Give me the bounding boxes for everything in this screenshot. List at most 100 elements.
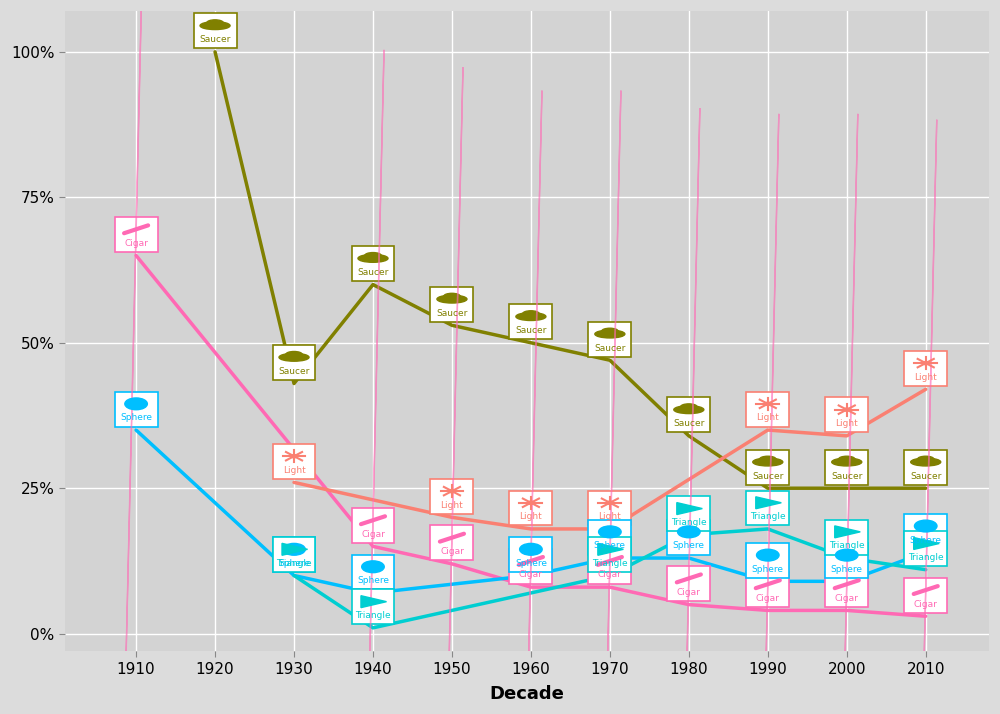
FancyBboxPatch shape [825,398,868,433]
Text: Sphere: Sphere [120,413,152,423]
Polygon shape [677,503,702,515]
Ellipse shape [516,313,546,321]
Ellipse shape [291,455,297,458]
FancyBboxPatch shape [352,555,394,590]
Text: Triangle: Triangle [750,512,786,521]
Ellipse shape [678,526,700,538]
Text: Cigar: Cigar [677,588,701,597]
FancyBboxPatch shape [667,398,710,433]
Text: Light: Light [598,512,621,521]
Ellipse shape [681,404,697,410]
Ellipse shape [674,406,704,413]
Text: Saucer: Saucer [278,367,310,376]
FancyBboxPatch shape [115,391,158,426]
Ellipse shape [765,402,771,406]
Text: Cigar: Cigar [598,570,622,580]
FancyBboxPatch shape [825,520,868,555]
Text: Sphere: Sphere [831,565,863,573]
FancyBboxPatch shape [588,520,631,555]
Text: Triangle: Triangle [276,559,312,568]
Polygon shape [282,543,308,555]
Text: Light: Light [835,419,858,428]
Text: Saucer: Saucer [357,268,389,277]
Ellipse shape [362,50,384,714]
Ellipse shape [125,398,147,410]
Text: Saucer: Saucer [436,308,468,318]
Text: Cigar: Cigar [519,570,543,580]
FancyBboxPatch shape [273,345,315,380]
Ellipse shape [607,501,613,504]
Ellipse shape [599,91,621,714]
FancyBboxPatch shape [509,537,552,572]
FancyBboxPatch shape [273,537,315,572]
Text: Saucer: Saucer [910,471,941,481]
Ellipse shape [528,501,534,504]
Ellipse shape [832,458,862,466]
Text: Light: Light [520,512,542,521]
Text: Saucer: Saucer [199,35,231,44]
Text: Sphere: Sphere [910,536,942,545]
FancyBboxPatch shape [588,537,631,572]
FancyBboxPatch shape [667,496,710,531]
Ellipse shape [595,330,625,338]
Text: Light: Light [756,413,779,423]
Ellipse shape [449,490,455,493]
X-axis label: Decade: Decade [490,685,564,703]
FancyBboxPatch shape [430,526,473,560]
FancyBboxPatch shape [667,566,710,601]
Text: Triangle: Triangle [592,559,628,568]
Text: Saucer: Saucer [831,471,862,481]
FancyBboxPatch shape [509,549,552,583]
Text: Saucer: Saucer [515,326,547,335]
FancyBboxPatch shape [746,543,789,578]
Text: Light: Light [914,373,937,381]
FancyBboxPatch shape [904,450,947,485]
Text: Cigar: Cigar [361,530,385,539]
FancyBboxPatch shape [430,287,473,322]
Text: Sphere: Sphere [278,559,310,568]
FancyBboxPatch shape [352,508,394,543]
Ellipse shape [286,351,302,358]
Ellipse shape [836,114,858,714]
FancyBboxPatch shape [588,549,631,583]
Text: Sphere: Sphere [357,576,389,585]
Ellipse shape [844,408,850,411]
Text: Light: Light [283,466,305,475]
Text: Cigar: Cigar [835,594,859,603]
Text: Triangle: Triangle [355,611,391,620]
Ellipse shape [917,456,934,462]
Ellipse shape [915,120,937,714]
Text: Cigar: Cigar [914,600,938,608]
FancyBboxPatch shape [904,514,947,549]
Ellipse shape [437,295,467,303]
Ellipse shape [602,328,618,334]
Ellipse shape [757,549,779,561]
FancyBboxPatch shape [746,572,789,607]
Text: Saucer: Saucer [752,471,783,481]
FancyBboxPatch shape [904,351,947,386]
FancyBboxPatch shape [825,572,868,607]
FancyBboxPatch shape [746,450,789,485]
Polygon shape [598,543,623,555]
Ellipse shape [207,20,223,26]
FancyBboxPatch shape [825,450,868,485]
Ellipse shape [125,0,147,700]
Ellipse shape [523,311,539,317]
Text: Triangle: Triangle [829,541,865,550]
Text: Sphere: Sphere [594,541,626,550]
FancyBboxPatch shape [904,578,947,613]
Ellipse shape [753,458,783,466]
Ellipse shape [923,361,929,365]
Ellipse shape [757,114,779,714]
FancyBboxPatch shape [115,217,158,252]
Text: Sphere: Sphere [673,541,705,550]
Text: Sphere: Sphere [752,565,784,573]
FancyBboxPatch shape [746,391,789,426]
FancyBboxPatch shape [588,491,631,526]
Ellipse shape [200,21,230,29]
Text: Sphere: Sphere [515,559,547,568]
FancyBboxPatch shape [904,531,947,566]
Ellipse shape [911,458,941,466]
FancyBboxPatch shape [746,491,789,526]
Ellipse shape [444,293,460,299]
